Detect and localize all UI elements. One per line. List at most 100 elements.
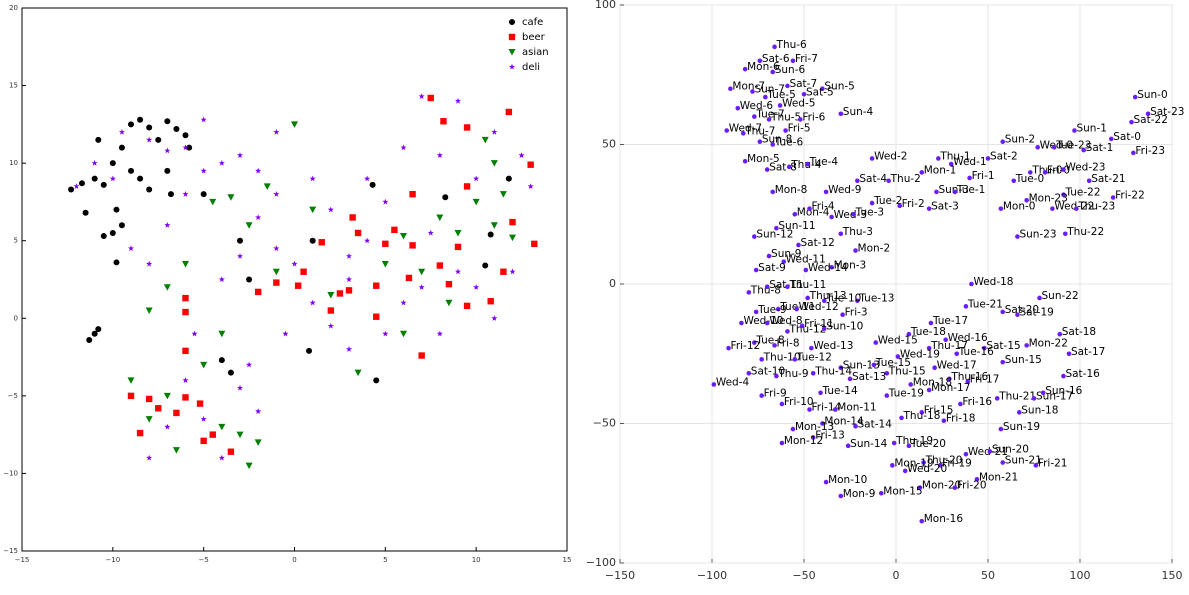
- point: [823, 479, 829, 485]
- point: [272, 268, 280, 276]
- x-tick-label: −50: [792, 569, 815, 582]
- point: [785, 329, 790, 334]
- point: [781, 259, 787, 264]
- y-tick-label: 0: [14, 314, 18, 322]
- point: [163, 392, 171, 400]
- point-label: Sat-7: [789, 78, 817, 90]
- point: [491, 128, 498, 135]
- y-tick-label: 20: [9, 4, 18, 12]
- point-label: Thu-12: [788, 323, 826, 335]
- point: [919, 170, 925, 175]
- point: [853, 423, 858, 429]
- point: [109, 175, 116, 182]
- point: [820, 421, 825, 426]
- point: [952, 189, 958, 195]
- point: [838, 231, 844, 237]
- point: [965, 379, 971, 384]
- point-label: Thu-11: [788, 279, 826, 291]
- point-label: Sat-18: [1062, 326, 1096, 338]
- point: [897, 203, 902, 209]
- point: [145, 395, 153, 403]
- point: [255, 408, 262, 414]
- point: [766, 253, 772, 259]
- point: [346, 346, 352, 352]
- point-label: Sat-6: [762, 53, 790, 65]
- point: [807, 206, 812, 211]
- point: [82, 209, 89, 216]
- point-label: Sun-18: [1021, 404, 1058, 416]
- point-label: Wed-4: [716, 376, 750, 388]
- x-tick-label: −100: [697, 569, 727, 582]
- point: [726, 345, 731, 351]
- point: [86, 337, 93, 344]
- point: [91, 330, 98, 337]
- point: [764, 320, 770, 326]
- point-label: Thu-13: [809, 290, 847, 302]
- point-label: Mon-1: [924, 164, 957, 176]
- point: [1000, 460, 1006, 465]
- point-label: Sun-2: [1005, 134, 1035, 146]
- point: [926, 387, 932, 393]
- point: [400, 233, 407, 240]
- point: [518, 152, 525, 158]
- point: [753, 309, 759, 315]
- point-label: Mon-17: [931, 382, 970, 394]
- point: [818, 390, 823, 396]
- point: [770, 69, 776, 75]
- point-label: Tue-5: [766, 89, 795, 101]
- point: [509, 63, 515, 70]
- point: [273, 279, 280, 286]
- point-label: Mon-18: [913, 376, 952, 388]
- point: [73, 183, 80, 189]
- y-tick-label: 10: [9, 159, 18, 167]
- point-label: Thu-23: [1077, 201, 1115, 213]
- point: [463, 183, 471, 190]
- x-tick-label: 0: [292, 556, 296, 564]
- point: [1024, 343, 1029, 348]
- point: [1015, 312, 1020, 317]
- point: [490, 222, 498, 229]
- point-label: Sun-23: [1019, 229, 1056, 241]
- point: [757, 139, 763, 145]
- point: [254, 288, 262, 296]
- point: [832, 407, 838, 412]
- point: [500, 268, 507, 275]
- point: [954, 351, 960, 357]
- point-label: Wed-23: [1065, 162, 1105, 174]
- point-label: Mon-20: [922, 480, 961, 492]
- point-label: Sat-3: [931, 201, 959, 213]
- point-label: Tue-12: [796, 351, 832, 363]
- point: [237, 237, 243, 244]
- point: [473, 284, 480, 290]
- point: [735, 105, 741, 111]
- point-label: Tue-13: [858, 293, 894, 305]
- point: [164, 423, 171, 430]
- point: [254, 439, 262, 446]
- point: [146, 454, 153, 461]
- point: [932, 365, 937, 371]
- point: [1016, 410, 1022, 415]
- point: [318, 239, 325, 246]
- point: [127, 392, 135, 400]
- point: [752, 234, 757, 239]
- x-tick-label: 10: [472, 556, 481, 564]
- point-label: Sun-0: [1137, 89, 1167, 101]
- point: [728, 86, 733, 91]
- point: [445, 280, 453, 288]
- point-label: Tue-21: [967, 298, 1003, 310]
- point-label: Wed-12: [799, 301, 839, 313]
- point-label: Thu-20: [925, 455, 963, 467]
- point-label: Fri-16: [962, 396, 992, 408]
- point: [752, 340, 757, 345]
- point-label: Mon-2: [858, 243, 891, 255]
- point: [173, 409, 180, 417]
- x-tick-label: −150: [605, 569, 635, 582]
- point-label: Fri-13: [815, 429, 845, 441]
- point: [400, 299, 407, 306]
- x-tick-label: −5: [199, 556, 209, 564]
- point: [509, 19, 515, 25]
- point-label: Thu-16: [950, 371, 988, 383]
- point-label: Sun-3: [938, 184, 968, 196]
- point-label: Thu-9: [777, 368, 808, 380]
- point: [772, 44, 777, 50]
